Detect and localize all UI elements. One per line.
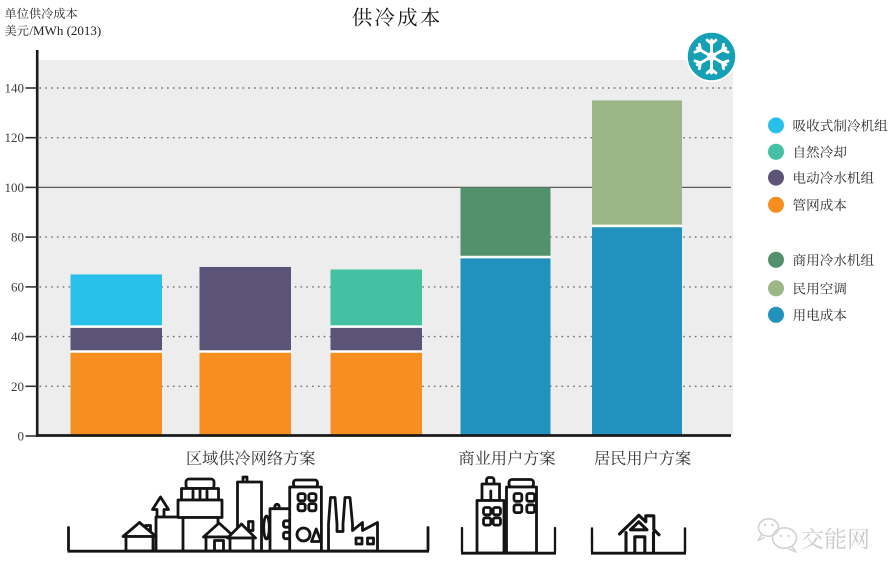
svg-text:140: 140 [5,81,25,96]
svg-text:120: 120 [5,130,25,145]
svg-text:100: 100 [5,180,25,195]
svg-text:40: 40 [11,329,24,344]
svg-text:/MWh (2013): /MWh (2013) [29,23,101,38]
svg-text:0: 0 [18,429,25,444]
svg-text:80: 80 [11,230,24,245]
svg-text:20: 20 [11,379,24,394]
svg-text:60: 60 [11,279,24,294]
